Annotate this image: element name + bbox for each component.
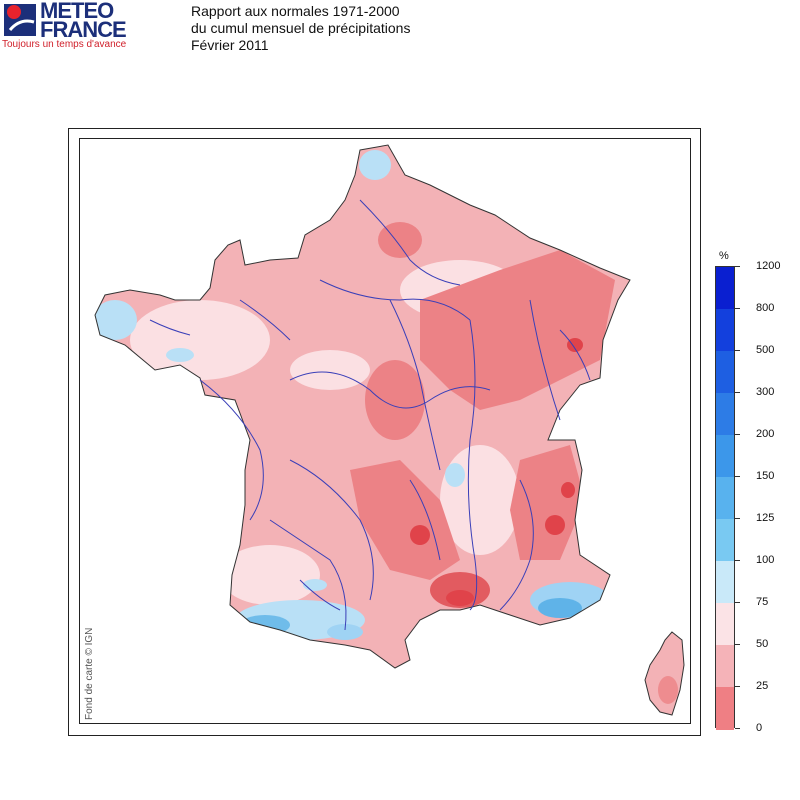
legend-tick: [735, 350, 740, 351]
legend-tick: [735, 266, 740, 267]
legend-tick: [735, 308, 740, 309]
logo-tagline: Toujours un temps d'avance: [2, 39, 127, 50]
legend-label: 0: [756, 722, 763, 734]
legend-tick: [735, 560, 740, 561]
legend-swatch: [716, 687, 734, 730]
france-coastline: [94, 144, 631, 669]
legend-swatch: [716, 393, 734, 436]
color-legend: % 1200 800 500 300 200 150 125 100 75 50 25 0: [700, 250, 800, 740]
legend-swatch: [716, 645, 734, 688]
title-line-2: du cumul mensuel de précipitations: [191, 20, 411, 36]
legend-label: 200: [756, 428, 775, 440]
legend-tick: [735, 686, 740, 687]
meteo-france-emblem-icon: [4, 4, 36, 36]
legend-unit: %: [719, 250, 729, 262]
legend-swatch: [716, 477, 734, 520]
title-line-3: Février 2011: [191, 37, 269, 53]
legend-swatch: [716, 267, 734, 310]
logo-text-france: FRANCE: [40, 17, 127, 42]
map-outer-frame: [68, 128, 701, 736]
legend-tick: [735, 518, 740, 519]
legend-tick: [735, 476, 740, 477]
legend-tick: [735, 728, 740, 729]
map-title: Rapport aux normales 1971-2000 du cumul …: [191, 3, 410, 54]
logo-text-meteo: METEO: [40, 0, 114, 23]
legend-swatch: [716, 603, 734, 646]
legend-tick: [735, 434, 740, 435]
legend-swatch: [716, 519, 734, 562]
legend-swatch: [716, 309, 734, 352]
legend-label: 25: [756, 680, 769, 692]
legend-label: 800: [756, 302, 775, 314]
map-inner-frame: [79, 138, 691, 724]
map-copyright: Fond de carte © IGN: [84, 627, 95, 720]
legend-color-bar: [715, 266, 735, 730]
legend-label: 150: [756, 470, 775, 482]
legend-label: 300: [756, 386, 775, 398]
legend-swatch: [716, 561, 734, 604]
meteo-france-logo: METEO FRANCE Toujours un temps d'avance: [2, 0, 140, 54]
river-network: [149, 199, 591, 631]
legend-label: 75: [756, 596, 769, 608]
legend-tick: [735, 602, 740, 603]
legend-label: 50: [756, 638, 769, 650]
legend-tick: [735, 392, 740, 393]
legend-label: 100: [756, 554, 775, 566]
legend-label: 500: [756, 344, 775, 356]
title-line-1: Rapport aux normales 1971-2000: [191, 3, 400, 19]
legend-tick: [735, 644, 740, 645]
mainland-france: [95, 145, 630, 668]
legend-label: 1200: [756, 260, 781, 272]
legend-label: 125: [756, 512, 775, 524]
legend-swatch: [716, 351, 734, 394]
legend-swatch: [716, 435, 734, 478]
